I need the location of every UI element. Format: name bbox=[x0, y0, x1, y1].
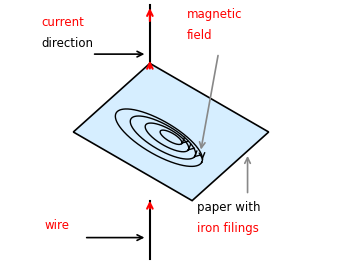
Text: paper with: paper with bbox=[197, 201, 261, 214]
Text: field: field bbox=[187, 29, 212, 42]
Text: iron filings: iron filings bbox=[197, 222, 259, 235]
Text: current: current bbox=[42, 16, 84, 29]
Text: wire: wire bbox=[44, 219, 69, 232]
Polygon shape bbox=[73, 63, 269, 201]
Text: direction: direction bbox=[42, 37, 94, 50]
Text: magnetic: magnetic bbox=[187, 8, 242, 21]
